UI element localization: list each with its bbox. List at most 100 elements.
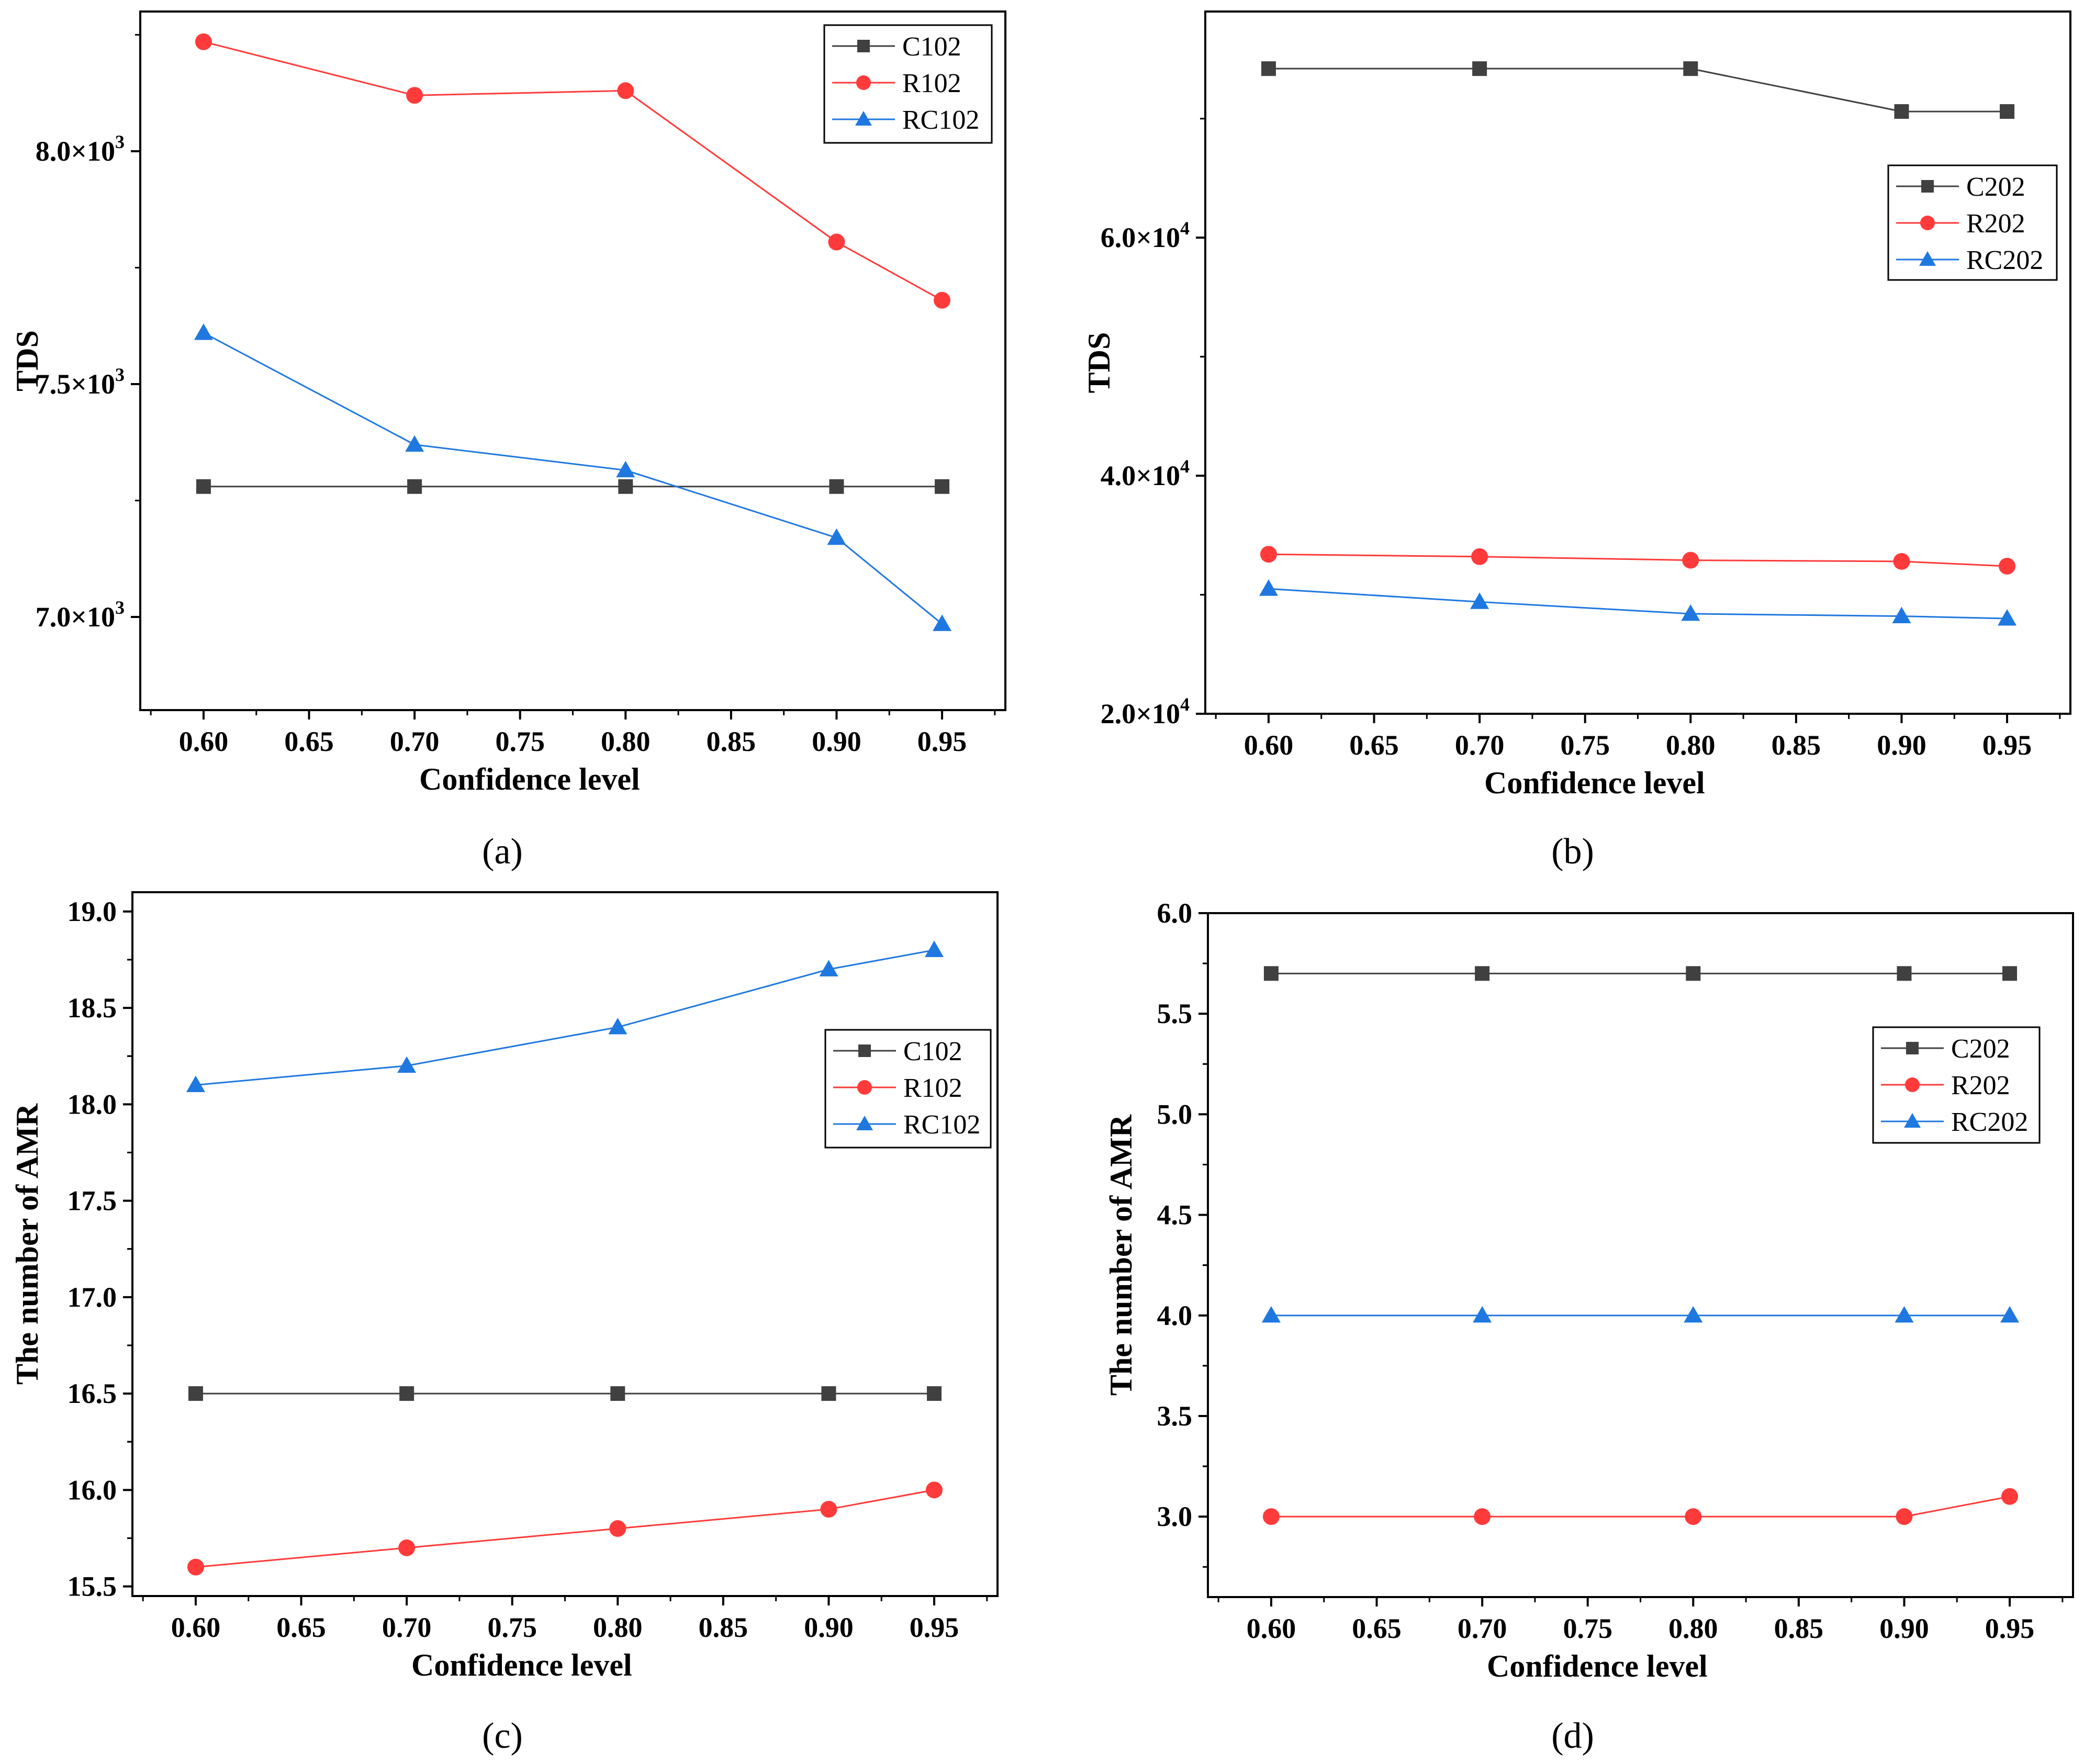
point-C102-5 (935, 479, 950, 494)
point-RC102-4 (819, 960, 838, 976)
y-tick-label: 18.5 (68, 992, 117, 1024)
point-R102-1 (195, 33, 212, 50)
x-tick-label: 0.95 (1985, 1613, 2035, 1644)
point-RC202-2 (1473, 1306, 1492, 1323)
y-tick-exponent: 4 (1180, 218, 1190, 239)
point-RC102-5 (933, 614, 952, 631)
legend-label-RC102: RC102 (903, 1110, 980, 1140)
x-tick-label: 0.95 (1982, 729, 2032, 761)
x-tick-label: 0.60 (179, 726, 229, 757)
chart-panel-3: 0.60 0.65 0.70 0.75 0.80 0.85 0.90 0.95 15.5 16.0… (10, 891, 999, 1756)
point-C102-1 (188, 1386, 203, 1401)
x-tick-label: 0.75 (1560, 729, 1610, 761)
point-RC102-2 (405, 435, 424, 452)
legend-marker-C102 (857, 40, 870, 52)
legend-label-RC102: RC102 (902, 105, 979, 135)
x-tick-label: 0.65 (276, 1612, 326, 1643)
point-R202-3 (1685, 1508, 1702, 1525)
legend-label-C202: C202 (1951, 1034, 2010, 1064)
x-tick-label: 0.70 (382, 1612, 432, 1643)
legend-label-RC202: RC202 (1951, 1107, 2028, 1137)
y-tick-mantissa: 6.0×10 (1101, 222, 1180, 253)
point-C102-3 (618, 479, 633, 494)
point-RC202-3 (1684, 1306, 1703, 1323)
panel-label: (a) (482, 832, 523, 872)
y-tick-label: 7.0×103 (36, 597, 125, 633)
point-C202-3 (1686, 966, 1701, 981)
x-tick-label: 0.75 (1563, 1613, 1612, 1644)
point-R102-4 (828, 233, 845, 251)
legend-label-RC202: RC202 (1966, 245, 2043, 275)
y-tick-exponent: 3 (115, 131, 125, 152)
y-tick-label: 17.0 (68, 1282, 117, 1313)
panel-label: (c) (482, 1716, 523, 1756)
point-C202-5 (2000, 104, 2015, 119)
legend-marker-RC102 (855, 111, 872, 126)
point-R202-1 (1262, 1508, 1280, 1525)
y-axis-title: The number of AMR (1104, 1114, 1138, 1396)
y-tick-mantissa: 7.5×10 (36, 368, 115, 400)
legend-marker-C102 (858, 1044, 871, 1057)
legend-marker-RC202 (1904, 1113, 1921, 1128)
point-RC102-1 (194, 323, 213, 340)
x-axis-title: Confidence level (411, 1648, 632, 1682)
legend-marker-C202 (1921, 180, 1934, 193)
legend-box (823, 24, 993, 144)
y-tick-label: 6.0 (1157, 897, 1193, 929)
y-tick-mantissa: 7.0×10 (36, 601, 115, 633)
point-R102-3 (617, 82, 634, 99)
point-R102-2 (406, 87, 423, 104)
point-C102-5 (927, 1386, 942, 1401)
x-tick-label: 0.90 (1877, 729, 1926, 761)
y-tick-mantissa: 8.0×10 (36, 136, 115, 167)
x-tick-label: 0.90 (812, 726, 861, 757)
point-R102-4 (820, 1501, 837, 1518)
point-C202-2 (1472, 61, 1487, 76)
point-RC102-4 (827, 528, 846, 545)
x-tick-label: 0.65 (1349, 729, 1399, 761)
y-tick-label: 16.0 (68, 1474, 117, 1505)
x-tick-label: 0.80 (1668, 1613, 1718, 1644)
x-tick-label: 0.95 (917, 726, 967, 757)
panel-label: (b) (1551, 832, 1594, 872)
y-tick-exponent: 3 (115, 364, 125, 385)
legend-marker-RC102 (856, 1116, 873, 1130)
point-RC102-1 (186, 1075, 205, 1092)
x-tick-label: 0.85 (1774, 1613, 1824, 1644)
y-tick-mantissa: 2.0×10 (1101, 698, 1180, 729)
point-RC202-2 (1470, 592, 1489, 609)
point-R202-3 (1682, 552, 1699, 569)
chart-panel-2: 0.60 0.65 0.70 0.75 0.80 0.85 0.90 0.952.0×1044… (1082, 10, 2071, 872)
point-R102-3 (609, 1520, 626, 1537)
plot-frame (131, 891, 999, 1597)
point-C202-4 (1894, 104, 1909, 119)
x-tick-label: 0.70 (1458, 1613, 1507, 1644)
series-line-RC202 (1268, 588, 2008, 620)
point-C102-4 (829, 479, 844, 494)
y-tick-label: 7.5×103 (36, 364, 125, 400)
point-C102-1 (196, 479, 211, 494)
chart-panel-4: 0.60 0.65 0.70 0.75 0.80 0.85 0.90 0.95 3.0 3.5 4.… (1104, 897, 2074, 1756)
x-tick-label: 0.60 (1247, 1613, 1296, 1644)
y-tick-label: 19.0 (68, 896, 117, 927)
point-R202-4 (1896, 1508, 1913, 1525)
y-tick-label: 3.0 (1157, 1501, 1193, 1532)
y-tick-label: 5.0 (1157, 1098, 1193, 1130)
legend-marker-R102 (857, 1080, 872, 1095)
point-RC202-5 (1998, 609, 2017, 626)
x-tick-label: 0.95 (910, 1612, 959, 1643)
legend-label-C202: C202 (1966, 172, 2025, 202)
legend-box (824, 1029, 992, 1149)
y-tick-label: 6.0×104 (1101, 218, 1190, 253)
y-tick-exponent: 4 (1180, 694, 1190, 715)
point-RC202-3 (1681, 604, 1700, 621)
y-tick-exponent: 4 (1180, 456, 1190, 477)
point-RC202-5 (2000, 1306, 2020, 1323)
y-tick-label: 4.0 (1157, 1300, 1193, 1331)
point-C202-5 (2002, 966, 2018, 981)
y-tick-label: 18.0 (68, 1088, 117, 1120)
point-R202-5 (2001, 1488, 2019, 1505)
y-tick-label: 17.5 (68, 1185, 117, 1217)
y-tick-label: 4.0×104 (1101, 456, 1190, 491)
point-RC102-2 (397, 1056, 417, 1073)
